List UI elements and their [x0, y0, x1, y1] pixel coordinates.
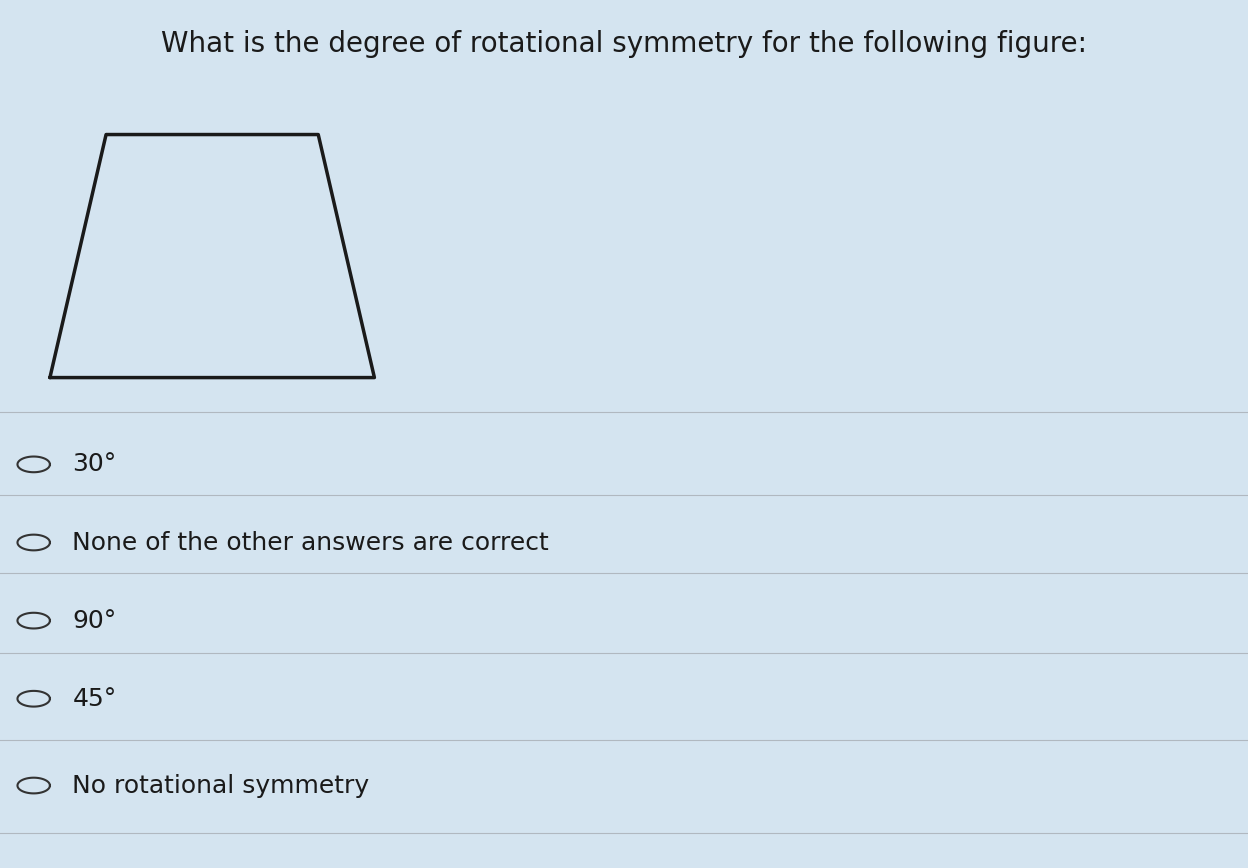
Text: None of the other answers are correct: None of the other answers are correct: [72, 530, 549, 555]
Text: 45°: 45°: [72, 687, 116, 711]
Text: What is the degree of rotational symmetry for the following figure:: What is the degree of rotational symmetr…: [161, 30, 1087, 58]
Text: 30°: 30°: [72, 452, 116, 477]
Text: No rotational symmetry: No rotational symmetry: [72, 773, 369, 798]
Text: 90°: 90°: [72, 608, 116, 633]
